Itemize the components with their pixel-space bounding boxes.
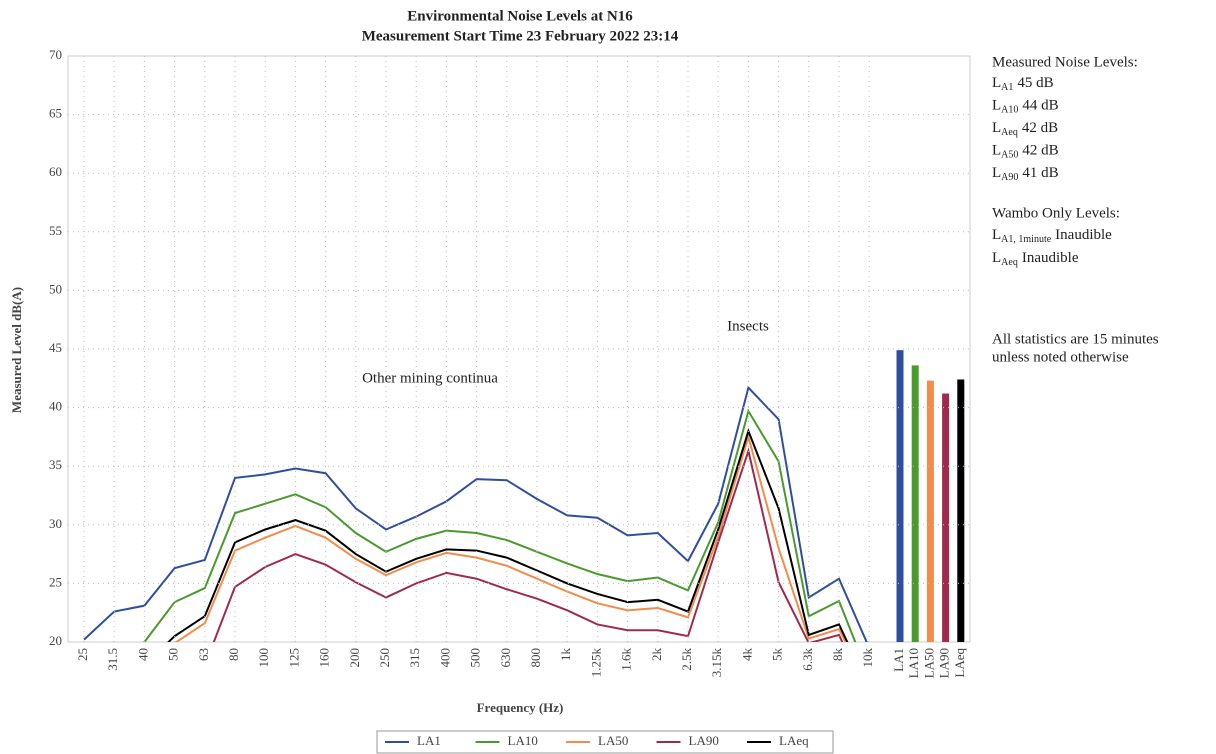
side-level: LAeq 42 dB	[992, 120, 1058, 138]
level-text: 42 dB	[1022, 143, 1058, 159]
level-text: 45 dB	[1017, 75, 1053, 91]
bar	[911, 365, 919, 642]
level-text: 42 dB	[1022, 120, 1058, 136]
x-tick-label: LAeq	[952, 648, 967, 678]
plot-area	[83, 350, 965, 642]
x-tick-label: 63	[196, 648, 211, 661]
x-tick-label: 25	[75, 648, 90, 661]
legend-label: LA1	[417, 733, 441, 748]
x-tick-label: 10k	[860, 648, 875, 668]
level-subscript: A50	[1001, 150, 1018, 161]
side-level: LA50 42 dB	[992, 143, 1059, 161]
level-symbol: L	[992, 75, 1001, 91]
bar	[926, 380, 934, 642]
x-tick-label: LA50	[921, 648, 936, 678]
x-tick-label: 31.5	[105, 648, 120, 671]
level-symbol: L	[992, 98, 1001, 114]
line-series	[167, 427, 849, 642]
x-tick-label: 1.6k	[619, 648, 634, 671]
level-text: 44 dB	[1022, 98, 1058, 114]
x-tick-label: LA90	[937, 648, 952, 678]
x-tick-label: 125	[286, 648, 301, 668]
y-tick-label: 40	[49, 399, 62, 414]
y-tick-label: 25	[49, 574, 62, 589]
x-tick-label: 40	[135, 648, 150, 661]
side-note: unless noted otherwise	[992, 349, 1129, 365]
line-series	[83, 385, 868, 642]
x-tick-label: 2.5k	[679, 648, 694, 671]
line-series	[142, 408, 857, 642]
y-tick-label: 55	[49, 223, 62, 238]
x-axis-title: Frequency (Hz)	[477, 700, 564, 715]
level-symbol: L	[992, 250, 1001, 266]
level-text: Inaudible	[1022, 250, 1079, 266]
y-tick-label: 70	[49, 47, 62, 62]
x-tick-label: 2k	[649, 648, 664, 662]
x-tick-label: 800	[528, 648, 543, 668]
x-tick-label: LA10	[906, 648, 921, 678]
bar	[896, 350, 904, 642]
legend-box	[376, 730, 834, 754]
annotation: Insects	[727, 318, 769, 334]
x-tick-label: 630	[498, 648, 513, 668]
y-tick-label: 35	[49, 457, 62, 472]
side-level: LA10 44 dB	[992, 98, 1059, 116]
level-symbol: L	[992, 143, 1001, 159]
chart-subtitle: Measurement Start Time 23 February 2022 …	[362, 28, 679, 44]
y-tick-label: 45	[49, 340, 62, 355]
level-symbol: L	[992, 120, 1001, 136]
bar	[942, 393, 950, 642]
side-heading: Wambo Only Levels:	[992, 205, 1120, 221]
x-tick-label: 400	[437, 648, 452, 668]
x-tick-label: 200	[347, 648, 362, 668]
level-subscript: A1	[1001, 82, 1013, 93]
level-symbol: L	[992, 227, 1001, 243]
legend-label: LA10	[508, 733, 538, 748]
x-tick-label: 1k	[558, 648, 573, 662]
x-tick-label: 160	[317, 648, 332, 668]
side-level: LA90 41 dB	[992, 165, 1059, 183]
y-tick-label: 60	[49, 164, 62, 179]
x-tick-label: 3.15k	[709, 648, 724, 678]
x-tick-label: 250	[377, 648, 392, 668]
x-tick-label: 6.3k	[800, 648, 815, 671]
y-axis-title: Measured Level dB(A)	[9, 287, 24, 413]
x-tick-label: LA1	[891, 648, 906, 672]
level-subscript: A90	[1001, 172, 1018, 183]
side-level: LA1, 1minute Inaudible	[992, 227, 1112, 245]
side-level: LA1 45 dB	[992, 75, 1054, 93]
side-note: All statistics are 15 minutes	[992, 331, 1159, 347]
legend-label: LAeq	[779, 733, 809, 748]
level-subscript: A10	[1001, 105, 1018, 116]
side-heading: Measured Noise Levels:	[992, 54, 1138, 70]
bar	[957, 379, 965, 642]
annotation: Other mining continua	[362, 370, 498, 386]
level-subscript: A1, 1minute	[1001, 234, 1052, 245]
y-tick-label: 65	[49, 106, 62, 121]
x-tick-label: 50	[166, 648, 181, 661]
x-tick-label: 100	[256, 648, 271, 668]
line-series	[174, 433, 847, 642]
x-tick-label: 315	[407, 648, 422, 668]
level-text: Inaudible	[1055, 227, 1112, 243]
line-series	[212, 447, 844, 642]
x-tick-label: 1.25k	[588, 648, 603, 678]
level-subscript: Aeq	[1001, 257, 1018, 268]
legend-label: LA50	[598, 733, 628, 748]
level-text: 41 dB	[1022, 165, 1058, 181]
y-tick-label: 20	[49, 633, 62, 648]
side-level: LAeq Inaudible	[992, 250, 1079, 268]
x-tick-label: 5k	[770, 648, 785, 662]
x-tick-label: 500	[468, 648, 483, 668]
level-subscript: Aeq	[1001, 127, 1018, 138]
chart-title: Environmental Noise Levels at N16	[407, 8, 633, 24]
x-tick-label: 8k	[830, 648, 845, 662]
level-symbol: L	[992, 165, 1001, 181]
y-tick-label: 30	[49, 516, 62, 531]
y-tick-label: 50	[49, 281, 62, 296]
x-tick-label: 4k	[739, 648, 754, 662]
x-tick-label: 80	[226, 648, 241, 661]
legend-label: LA90	[689, 733, 719, 748]
